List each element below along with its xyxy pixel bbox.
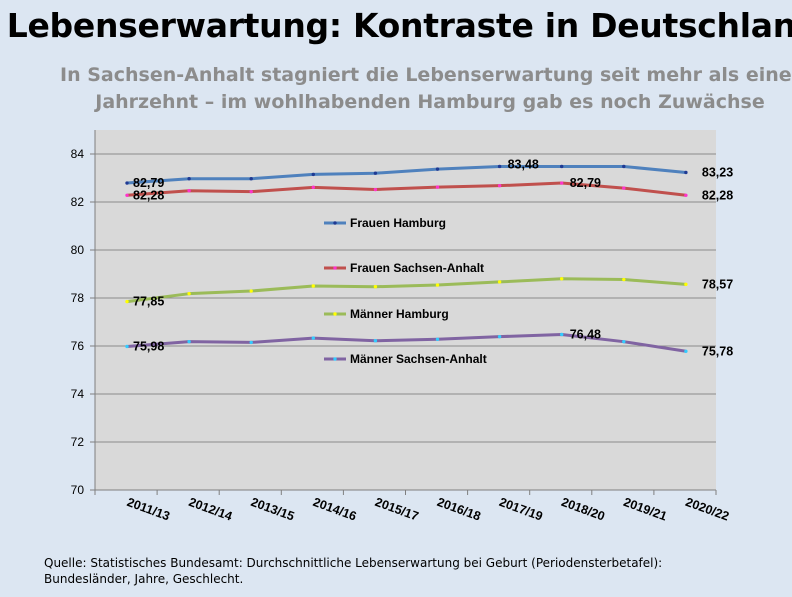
data-point [311, 284, 315, 288]
data-point [311, 172, 315, 177]
data-point [311, 336, 315, 340]
data-point [373, 339, 378, 343]
data-label: 78,57 [702, 277, 733, 291]
data-point [684, 282, 688, 287]
data-point [497, 164, 502, 169]
x-tick-label: 2020/22 [684, 495, 731, 524]
legend-label: Männer Sachsen-Anhalt [350, 352, 487, 366]
subtitle: In Sachsen-Anhalt stagniert die Lebenser… [60, 62, 792, 116]
page-title: Lebenserwartung: Kontraste in Deutschlan… [6, 6, 792, 45]
data-label: 82,28 [133, 188, 164, 202]
data-label: 77,85 [133, 295, 164, 309]
source-line-2: Bundesländer, Jahre, Geschlecht. [44, 572, 244, 586]
series-line [126, 164, 687, 185]
data-label: 75,78 [702, 344, 733, 358]
data-point [249, 289, 253, 293]
y-tick-label: 80 [71, 243, 85, 257]
data-point [187, 291, 191, 296]
data-point [125, 299, 129, 304]
x-tick-label: 2019/21 [622, 495, 669, 524]
data-point [373, 171, 378, 175]
series-line [126, 277, 687, 304]
legend-marker [333, 266, 337, 270]
data-point [249, 177, 253, 181]
source-line-1: Quelle: Statistisches Bundesamt: Durchsc… [44, 556, 663, 570]
x-tick-label: 2012/14 [187, 495, 234, 524]
data-point [187, 339, 191, 344]
legend-marker [333, 221, 337, 225]
legend-label: Frauen Hamburg [350, 216, 446, 230]
data-point [435, 167, 440, 171]
legend-marker [333, 357, 337, 361]
y-tick-label: 76 [71, 339, 85, 353]
x-tick-label: 2016/18 [435, 495, 482, 524]
data-label: 82,79 [133, 176, 164, 190]
legend-marker [333, 312, 337, 316]
y-tick-label: 82 [71, 195, 85, 209]
data-point [560, 181, 564, 185]
data-point [622, 186, 626, 190]
series-line [126, 332, 687, 353]
data-point [684, 170, 688, 175]
data-point [125, 181, 129, 185]
data-point [249, 340, 253, 345]
data-point [684, 349, 688, 353]
data-label: 83,48 [508, 157, 539, 171]
y-tick-label: 78 [71, 291, 85, 305]
data-point [373, 187, 378, 192]
x-tick-label: 2013/15 [249, 495, 296, 524]
subtitle-line-2: Jahrzehnt – im wohlhabenden Hamburg gab … [95, 91, 765, 113]
data-point [684, 193, 688, 197]
data-point [435, 283, 440, 287]
data-point [622, 339, 626, 344]
data-point [622, 277, 626, 282]
data-label: 83,23 [702, 165, 733, 179]
x-tick-label: 2011/13 [125, 495, 172, 523]
legend-label: Männer Hamburg [350, 307, 449, 321]
x-tick-label: 2017/19 [497, 495, 544, 524]
data-point [497, 183, 502, 188]
x-tick-label: 2018/20 [559, 495, 606, 524]
data-point [311, 185, 315, 190]
data-label: 75,98 [133, 339, 164, 353]
data-point [622, 164, 626, 169]
data-point [125, 193, 129, 197]
data-point [435, 185, 440, 189]
y-tick-label: 70 [71, 483, 85, 497]
y-tick-label: 72 [71, 435, 85, 449]
y-tick-label: 84 [71, 147, 85, 161]
data-point [187, 189, 191, 193]
data-point [560, 164, 564, 169]
data-point [497, 280, 502, 284]
data-point [125, 344, 129, 349]
data-label: 82,79 [570, 176, 601, 190]
y-tick-label: 74 [71, 387, 85, 401]
data-point [560, 277, 564, 281]
data-label: 76,48 [570, 327, 601, 341]
legend-label: Frauen Sachsen-Anhalt [350, 261, 484, 275]
data-point [560, 332, 564, 337]
x-tick-label: 2014/16 [311, 495, 358, 524]
data-point [435, 337, 440, 341]
subtitle-line-1: In Sachsen-Anhalt stagniert die Lebenser… [60, 64, 792, 86]
data-label: 82,28 [702, 188, 733, 202]
data-point [187, 177, 191, 181]
source-note: Quelle: Statistisches Bundesamt: Durchsc… [44, 555, 764, 587]
series-line [126, 181, 687, 197]
data-point [373, 285, 378, 289]
data-point [249, 189, 253, 194]
x-tick-label: 2015/17 [373, 495, 420, 524]
data-point [497, 334, 502, 339]
